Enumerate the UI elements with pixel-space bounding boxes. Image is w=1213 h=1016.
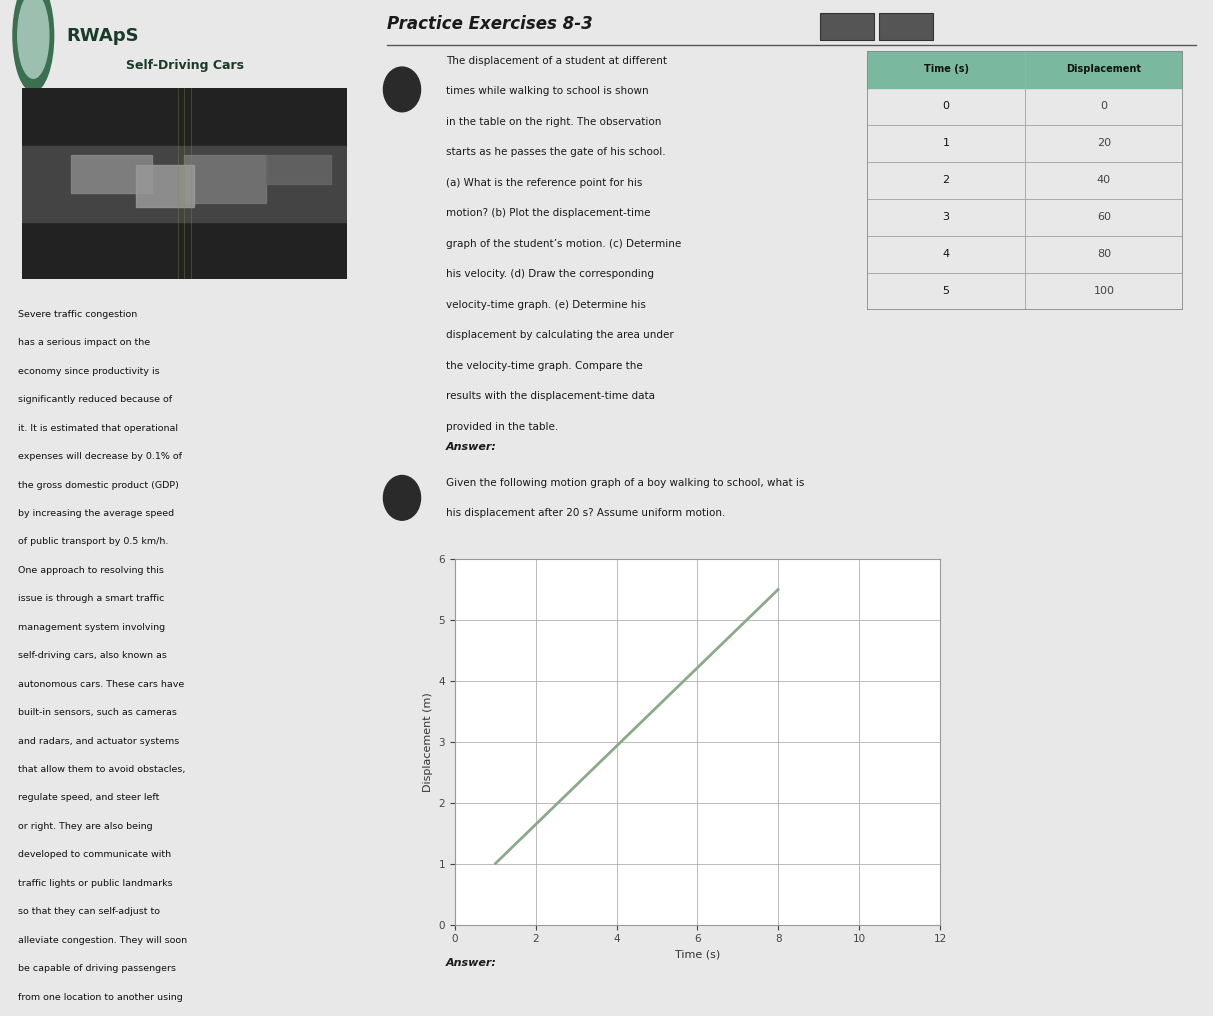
- FancyBboxPatch shape: [820, 13, 875, 40]
- Text: 20: 20: [1097, 138, 1111, 148]
- Text: in the table on the right. The observation: in the table on the right. The observati…: [446, 117, 661, 127]
- Text: traffic lights or public landmarks: traffic lights or public landmarks: [18, 879, 173, 888]
- Y-axis label: Displacement (m): Displacement (m): [423, 692, 433, 791]
- Text: 40: 40: [1097, 176, 1111, 185]
- Text: 4: 4: [943, 249, 950, 259]
- Text: 0: 0: [1100, 102, 1107, 112]
- Text: 80: 80: [1097, 249, 1111, 259]
- Text: times while walking to school is shown: times while walking to school is shown: [446, 86, 649, 97]
- Text: by increasing the average speed: by increasing the average speed: [18, 509, 175, 518]
- Circle shape: [383, 475, 421, 520]
- Text: regulate speed, and steer left: regulate speed, and steer left: [18, 793, 160, 803]
- Bar: [22, 145, 347, 223]
- Text: velocity-time graph. (e) Determine his: velocity-time graph. (e) Determine his: [446, 300, 645, 310]
- Text: his velocity. (d) Draw the corresponding: his velocity. (d) Draw the corresponding: [446, 269, 654, 279]
- Circle shape: [13, 0, 53, 91]
- Text: Severe traffic congestion: Severe traffic congestion: [18, 310, 138, 319]
- Text: expenses will decrease by 0.1% of: expenses will decrease by 0.1% of: [18, 452, 182, 461]
- Bar: [266, 155, 331, 184]
- Text: Given the following motion graph of a boy walking to school, what is: Given the following motion graph of a bo…: [446, 478, 804, 488]
- Text: be capable of driving passengers: be capable of driving passengers: [18, 964, 177, 973]
- Text: starts as he passes the gate of his school.: starts as he passes the gate of his scho…: [446, 147, 666, 157]
- FancyBboxPatch shape: [879, 13, 933, 40]
- Text: 1: 1: [943, 138, 950, 148]
- Circle shape: [383, 67, 421, 112]
- Text: management system involving: management system involving: [18, 623, 166, 632]
- Text: 1: 1: [398, 84, 406, 94]
- Text: of public transport by 0.5 km/h.: of public transport by 0.5 km/h.: [18, 537, 169, 547]
- Text: his displacement after 20 s? Assume uniform motion.: his displacement after 20 s? Assume unif…: [446, 508, 725, 518]
- Text: results with the displacement-time data: results with the displacement-time data: [446, 391, 655, 401]
- Text: or right. They are also being: or right. They are also being: [18, 822, 153, 831]
- Text: The displacement of a student at different: The displacement of a student at differe…: [446, 56, 667, 66]
- Text: built-in sensors, such as cameras: built-in sensors, such as cameras: [18, 708, 177, 717]
- Text: provided in the table.: provided in the table.: [446, 422, 558, 432]
- Bar: [867, 51, 1183, 87]
- Text: RWApS: RWApS: [67, 26, 139, 45]
- Text: motion? (b) Plot the displacement-time: motion? (b) Plot the displacement-time: [446, 208, 650, 218]
- Text: 5: 5: [943, 287, 950, 297]
- Circle shape: [18, 0, 49, 78]
- Text: 0: 0: [943, 102, 950, 112]
- Text: so that they can self-adjust to: so that they can self-adjust to: [18, 907, 160, 916]
- Text: graph of the student’s motion. (c) Determine: graph of the student’s motion. (c) Deter…: [446, 239, 680, 249]
- Text: 2: 2: [943, 176, 950, 185]
- Text: 60: 60: [1097, 212, 1111, 223]
- Text: L011: L011: [896, 22, 917, 30]
- X-axis label: Time (s): Time (s): [674, 950, 721, 960]
- Text: Practice Exercises 8-3: Practice Exercises 8-3: [387, 15, 593, 34]
- Text: Answer:: Answer:: [446, 442, 496, 452]
- Text: that allow them to avoid obstacles,: that allow them to avoid obstacles,: [18, 765, 186, 774]
- Text: L010: L010: [837, 22, 858, 30]
- Text: economy since productivity is: economy since productivity is: [18, 367, 160, 376]
- Text: it. It is estimated that operational: it. It is estimated that operational: [18, 424, 178, 433]
- Text: from one location to another using: from one location to another using: [18, 993, 183, 1002]
- Bar: [70, 155, 152, 193]
- Text: 100: 100: [1093, 287, 1115, 297]
- Text: the gross domestic product (GDP): the gross domestic product (GDP): [18, 481, 180, 490]
- Text: developed to communicate with: developed to communicate with: [18, 850, 171, 860]
- Text: self-driving cars, also known as: self-driving cars, also known as: [18, 651, 167, 660]
- Text: 2: 2: [398, 493, 406, 503]
- Text: Self-Driving Cars: Self-Driving Cars: [126, 59, 244, 71]
- Text: Displacement: Displacement: [1066, 64, 1141, 74]
- Text: Time (s): Time (s): [923, 64, 969, 74]
- Text: significantly reduced because of: significantly reduced because of: [18, 395, 172, 404]
- Text: has a serious impact on the: has a serious impact on the: [18, 338, 150, 347]
- Text: and radars, and actuator systems: and radars, and actuator systems: [18, 737, 180, 746]
- Text: alleviate congestion. They will soon: alleviate congestion. They will soon: [18, 936, 188, 945]
- Text: autonomous cars. These cars have: autonomous cars. These cars have: [18, 680, 184, 689]
- Bar: [184, 155, 266, 203]
- Text: Answer:: Answer:: [446, 958, 496, 968]
- Text: 3: 3: [943, 212, 950, 223]
- Text: issue is through a smart traffic: issue is through a smart traffic: [18, 594, 165, 604]
- Text: (a) What is the reference point for his: (a) What is the reference point for his: [446, 178, 642, 188]
- Text: One approach to resolving this: One approach to resolving this: [18, 566, 165, 575]
- Text: displacement by calculating the area under: displacement by calculating the area und…: [446, 330, 673, 340]
- Bar: [136, 165, 194, 207]
- Text: the velocity-time graph. Compare the: the velocity-time graph. Compare the: [446, 361, 643, 371]
